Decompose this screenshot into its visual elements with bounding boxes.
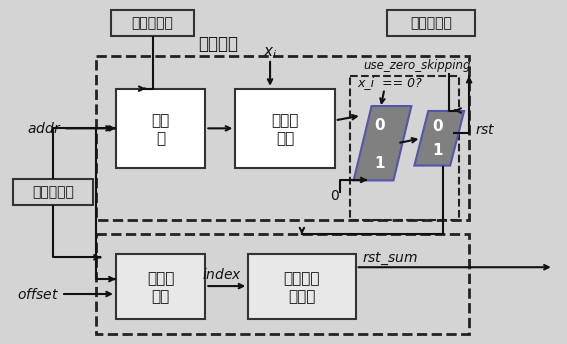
Bar xyxy=(350,76,459,219)
Text: 激励稀疏性: 激励稀疏性 xyxy=(411,16,452,30)
Bar xyxy=(14,179,93,205)
Bar xyxy=(248,254,356,319)
Text: 乘法器: 乘法器 xyxy=(271,113,299,128)
Text: use_zero_skipping: use_zero_skipping xyxy=(363,60,471,72)
Bar xyxy=(116,254,205,319)
Bar xyxy=(96,235,469,334)
Text: 权重稀疏性: 权重稀疏性 xyxy=(132,16,174,30)
Text: 0: 0 xyxy=(374,118,385,133)
Text: 稀疏累加: 稀疏累加 xyxy=(284,271,320,286)
Text: 器: 器 xyxy=(156,131,165,146)
Polygon shape xyxy=(354,106,412,181)
Polygon shape xyxy=(414,111,464,165)
Text: 乘积稀疏性: 乘积稀疏性 xyxy=(32,185,74,199)
Text: 0: 0 xyxy=(331,189,339,203)
Text: 1: 1 xyxy=(374,155,385,171)
Text: 0: 0 xyxy=(432,119,443,134)
Bar xyxy=(111,10,194,36)
Text: 处理单元: 处理单元 xyxy=(198,35,238,53)
Text: $rst\_sum$: $rst\_sum$ xyxy=(362,251,417,267)
Text: $offset$: $offset$ xyxy=(17,287,59,301)
Text: x_i  == 0?: x_i == 0? xyxy=(357,76,422,89)
Bar xyxy=(387,10,475,36)
Text: $index$: $index$ xyxy=(202,267,243,282)
Text: 1: 1 xyxy=(432,143,442,158)
Bar xyxy=(235,89,335,168)
Text: $addr$: $addr$ xyxy=(27,121,61,136)
Text: 阵列: 阵列 xyxy=(276,131,294,146)
Text: $rst$: $rst$ xyxy=(475,123,496,137)
Text: 器阵列: 器阵列 xyxy=(288,289,316,304)
Bar xyxy=(116,89,205,168)
Text: 成器: 成器 xyxy=(151,289,170,304)
Text: 存储: 存储 xyxy=(151,113,170,128)
Bar xyxy=(96,56,469,219)
Text: $x_i$: $x_i$ xyxy=(263,45,277,61)
Text: 指针生: 指针生 xyxy=(147,271,174,286)
